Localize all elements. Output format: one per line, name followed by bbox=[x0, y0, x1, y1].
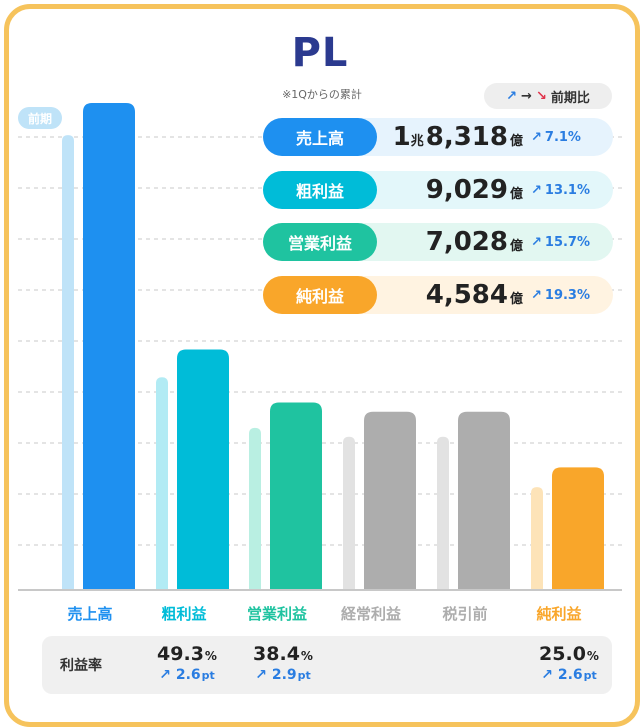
bar-previous-3 bbox=[249, 427, 261, 589]
category-label: 税引前 bbox=[442, 605, 488, 623]
margin-ratio-net: 25.0% ↗ 2.6pt bbox=[519, 643, 619, 683]
summary-value: 1 兆 8,318 億 bbox=[373, 118, 523, 156]
summary-change: ↗ 15.7% bbox=[531, 223, 609, 261]
summary-row-net-profit: 純利益 4,584 億 ↗ 19.3% bbox=[263, 276, 613, 314]
summary-change-value: 13.1% bbox=[544, 182, 591, 198]
ratio-value: 25.0 bbox=[539, 643, 586, 665]
ratio-change-unit: pt bbox=[201, 669, 215, 682]
summary-label: 売上高 bbox=[263, 118, 377, 156]
bar-previous-2 bbox=[156, 377, 168, 589]
ratio-value: 38.4 bbox=[253, 643, 300, 665]
trend-up-icon: ↗ bbox=[531, 182, 542, 198]
bar-current-2 bbox=[177, 349, 229, 589]
bar-current-5 bbox=[458, 411, 510, 589]
trend-up-icon: ↗ bbox=[255, 667, 272, 683]
summary-row-gross-profit: 粗利益 9,029 億 ↗ 13.1% bbox=[263, 171, 613, 209]
ratio-unit: % bbox=[300, 649, 313, 663]
summary-row-revenue: 売上高 1 兆 8,318 億 ↗ 7.1% bbox=[263, 118, 613, 156]
summary-change-value: 19.3% bbox=[544, 287, 591, 303]
bar-current-6 bbox=[552, 467, 604, 589]
summary-value-prefix: 1 bbox=[392, 122, 411, 152]
summary-row-operating-profit: 営業利益 7,028 億 ↗ 15.7% bbox=[263, 223, 613, 261]
ratio-change: 2.6 bbox=[175, 667, 201, 683]
summary-value-prefix-unit: 兆 bbox=[410, 134, 424, 149]
ratio-change: 2.9 bbox=[271, 667, 297, 683]
summary-label: 純利益 bbox=[263, 276, 377, 314]
summary-value-number: 7,028 bbox=[425, 227, 508, 257]
summary-value: 4,584 億 bbox=[373, 276, 523, 314]
trend-up-icon: ↗ bbox=[159, 667, 176, 683]
bar-previous-6 bbox=[531, 487, 543, 589]
page-subtitle: ※1Qからの累計 bbox=[282, 88, 362, 101]
summary-change: ↗ 19.3% bbox=[531, 276, 609, 314]
trend-up-icon: ↗ bbox=[531, 129, 542, 145]
legend-label: 前期比 bbox=[550, 90, 590, 106]
margin-ratio-operating: 38.4% ↗ 2.9pt bbox=[233, 643, 333, 683]
arrow-down-icon: ↘ bbox=[535, 88, 547, 104]
summary-value-number: 9,029 bbox=[425, 175, 508, 205]
summary-change-value: 15.7% bbox=[544, 234, 591, 250]
category-label: 純利益 bbox=[536, 605, 582, 623]
summary-value-number: 8,318 bbox=[425, 122, 508, 152]
previous-period-tag: 前期 bbox=[18, 107, 62, 129]
bar-current-3 bbox=[270, 402, 322, 589]
summary-value: 7,028 億 bbox=[373, 223, 523, 261]
summary-change-value: 7.1% bbox=[544, 129, 581, 145]
bar-previous-4 bbox=[343, 436, 355, 589]
summary-change: ↗ 13.1% bbox=[531, 171, 609, 209]
margin-ratio-label: 利益率 bbox=[60, 658, 102, 674]
ratio-change-unit: pt bbox=[297, 669, 311, 682]
summary-change: ↗ 7.1% bbox=[531, 118, 609, 156]
category-label: 経常利益 bbox=[340, 605, 401, 623]
ratio-change-unit: pt bbox=[583, 669, 597, 682]
trend-up-icon: ↗ bbox=[531, 234, 542, 250]
ratio-change: 2.6 bbox=[557, 667, 583, 683]
category-label: 売上高 bbox=[67, 605, 113, 623]
summary-value-unit: 億 bbox=[509, 239, 523, 254]
margin-ratio-gross: 49.3% ↗ 2.6pt bbox=[137, 643, 237, 683]
trend-up-icon: ↗ bbox=[531, 287, 542, 303]
summary-value-number: 4,584 bbox=[425, 280, 508, 310]
category-label: 営業利益 bbox=[246, 605, 307, 623]
ratio-unit: % bbox=[586, 649, 599, 663]
arrow-up-icon: ↗ bbox=[506, 88, 518, 104]
bar-current-1 bbox=[83, 103, 135, 589]
bar-previous-5 bbox=[437, 436, 449, 589]
trend-up-icon: ↗ bbox=[541, 667, 558, 683]
page-title: PL bbox=[291, 30, 349, 76]
margin-ratio-panel bbox=[42, 636, 612, 694]
legend-yoy: ↗ → ↘ 前期比 bbox=[484, 83, 612, 109]
summary-value-unit: 億 bbox=[509, 292, 523, 307]
summary-value-unit: 億 bbox=[509, 187, 523, 202]
ratio-value: 49.3 bbox=[157, 643, 204, 665]
ratio-unit: % bbox=[204, 649, 217, 663]
summary-value: 9,029 億 bbox=[373, 171, 523, 209]
summary-label: 粗利益 bbox=[263, 171, 377, 209]
bar-previous-1 bbox=[62, 135, 74, 590]
summary-value-unit: 億 bbox=[509, 134, 523, 149]
arrow-right-icon: → bbox=[521, 88, 532, 104]
bar-current-4 bbox=[364, 411, 416, 589]
category-label: 粗利益 bbox=[161, 605, 207, 623]
summary-label: 営業利益 bbox=[263, 223, 377, 261]
